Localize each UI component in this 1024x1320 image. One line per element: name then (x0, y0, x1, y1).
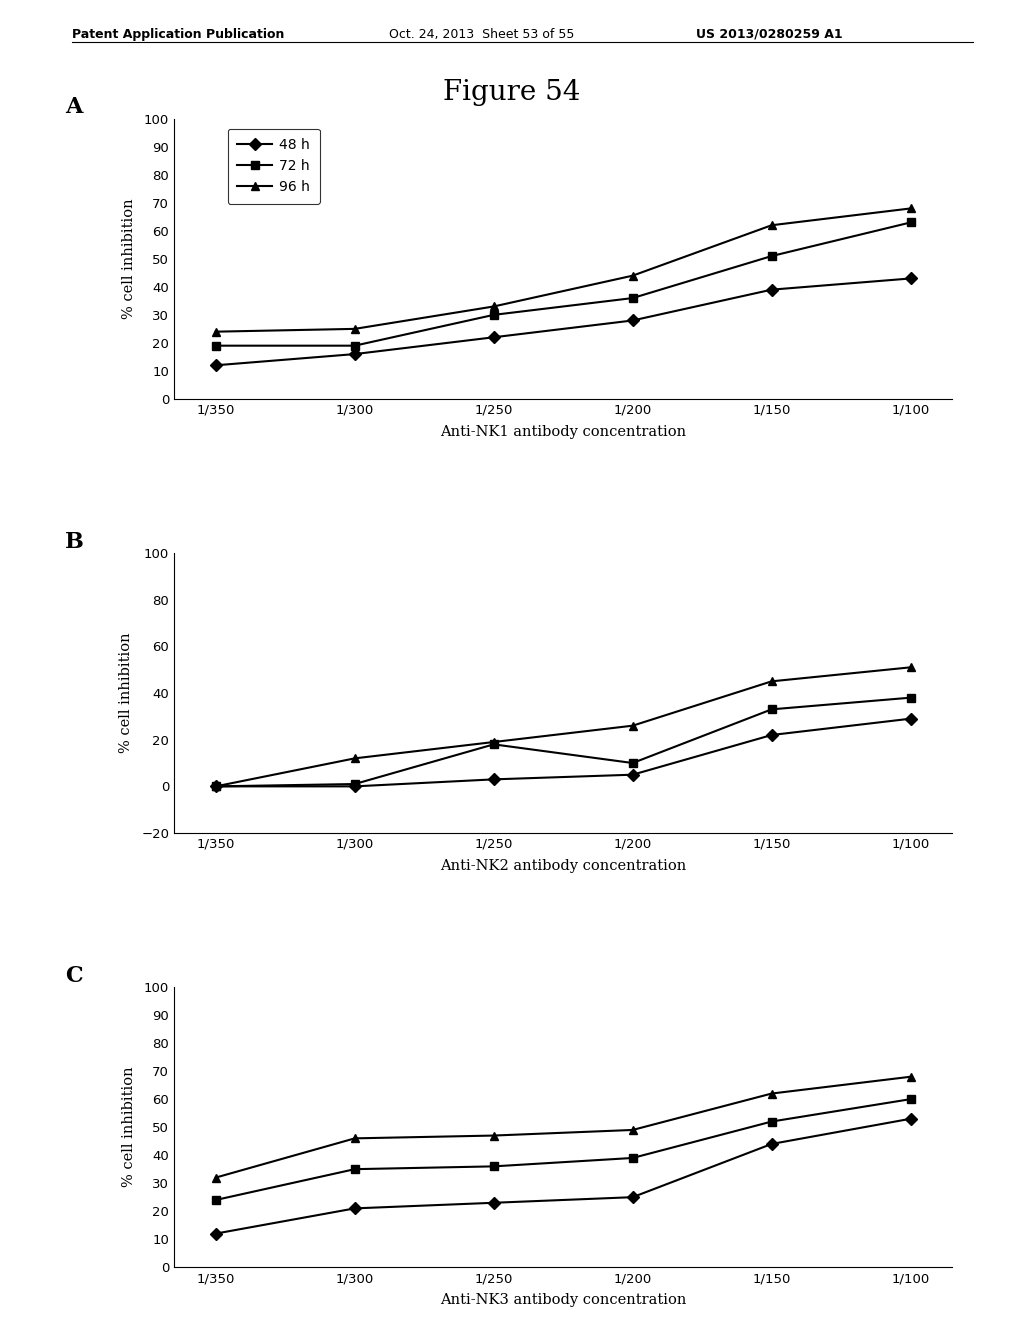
96 h (627, 718, 639, 734)
96 h (904, 201, 916, 216)
48 h (487, 771, 500, 787)
Line: 96 h: 96 h (212, 205, 914, 335)
48 h (766, 1137, 778, 1152)
72 h (348, 338, 360, 354)
72 h (904, 690, 916, 706)
72 h (766, 701, 778, 717)
72 h (487, 308, 500, 323)
72 h (348, 1162, 360, 1177)
48 h (348, 1200, 360, 1216)
72 h (210, 338, 222, 354)
Y-axis label: % cell inhibition: % cell inhibition (119, 632, 133, 754)
48 h (627, 767, 639, 783)
96 h (487, 734, 500, 750)
Line: 48 h: 48 h (212, 714, 914, 791)
Text: B: B (66, 531, 84, 553)
Text: A: A (66, 96, 83, 119)
Line: 48 h: 48 h (212, 275, 914, 370)
96 h (766, 673, 778, 689)
48 h (348, 346, 360, 362)
Line: 96 h: 96 h (212, 663, 914, 791)
X-axis label: Anti-NK1 antibody concentration: Anti-NK1 antibody concentration (440, 425, 686, 440)
96 h (348, 751, 360, 767)
72 h (766, 248, 778, 264)
Line: 72 h: 72 h (212, 693, 914, 791)
48 h (766, 281, 778, 297)
X-axis label: Anti-NK2 antibody concentration: Anti-NK2 antibody concentration (440, 859, 686, 874)
Text: C: C (66, 965, 83, 986)
48 h (904, 271, 916, 286)
Line: 96 h: 96 h (212, 1073, 914, 1181)
96 h (348, 321, 360, 337)
72 h (766, 1114, 778, 1130)
Line: 48 h: 48 h (212, 1114, 914, 1238)
96 h (766, 1085, 778, 1101)
72 h (627, 1150, 639, 1166)
72 h (487, 1159, 500, 1175)
72 h (904, 215, 916, 231)
Y-axis label: % cell inhibition: % cell inhibition (122, 198, 135, 319)
48 h (904, 1111, 916, 1127)
96 h (766, 218, 778, 234)
48 h (210, 1226, 222, 1242)
72 h (210, 779, 222, 795)
Line: 72 h: 72 h (212, 1096, 914, 1204)
Text: Oct. 24, 2013  Sheet 53 of 55: Oct. 24, 2013 Sheet 53 of 55 (389, 28, 574, 41)
96 h (348, 1130, 360, 1146)
48 h (210, 779, 222, 795)
Legend: 48 h, 72 h, 96 h: 48 h, 72 h, 96 h (227, 128, 319, 203)
72 h (904, 1092, 916, 1107)
Y-axis label: % cell inhibition: % cell inhibition (122, 1067, 135, 1188)
Text: US 2013/0280259 A1: US 2013/0280259 A1 (696, 28, 843, 41)
72 h (210, 1192, 222, 1208)
X-axis label: Anti-NK3 antibody concentration: Anti-NK3 antibody concentration (440, 1294, 686, 1307)
72 h (487, 737, 500, 752)
96 h (487, 1127, 500, 1143)
96 h (904, 660, 916, 676)
48 h (627, 313, 639, 329)
48 h (904, 710, 916, 726)
72 h (627, 755, 639, 771)
72 h (348, 776, 360, 792)
Line: 72 h: 72 h (212, 218, 914, 350)
48 h (348, 779, 360, 795)
48 h (487, 330, 500, 346)
96 h (210, 323, 222, 339)
48 h (627, 1189, 639, 1205)
96 h (210, 779, 222, 795)
96 h (627, 1122, 639, 1138)
48 h (210, 358, 222, 374)
96 h (627, 268, 639, 284)
96 h (487, 298, 500, 314)
Text: Patent Application Publication: Patent Application Publication (72, 28, 284, 41)
48 h (487, 1195, 500, 1210)
96 h (210, 1170, 222, 1185)
96 h (904, 1069, 916, 1085)
48 h (766, 727, 778, 743)
Text: Figure 54: Figure 54 (443, 79, 581, 106)
72 h (627, 290, 639, 306)
